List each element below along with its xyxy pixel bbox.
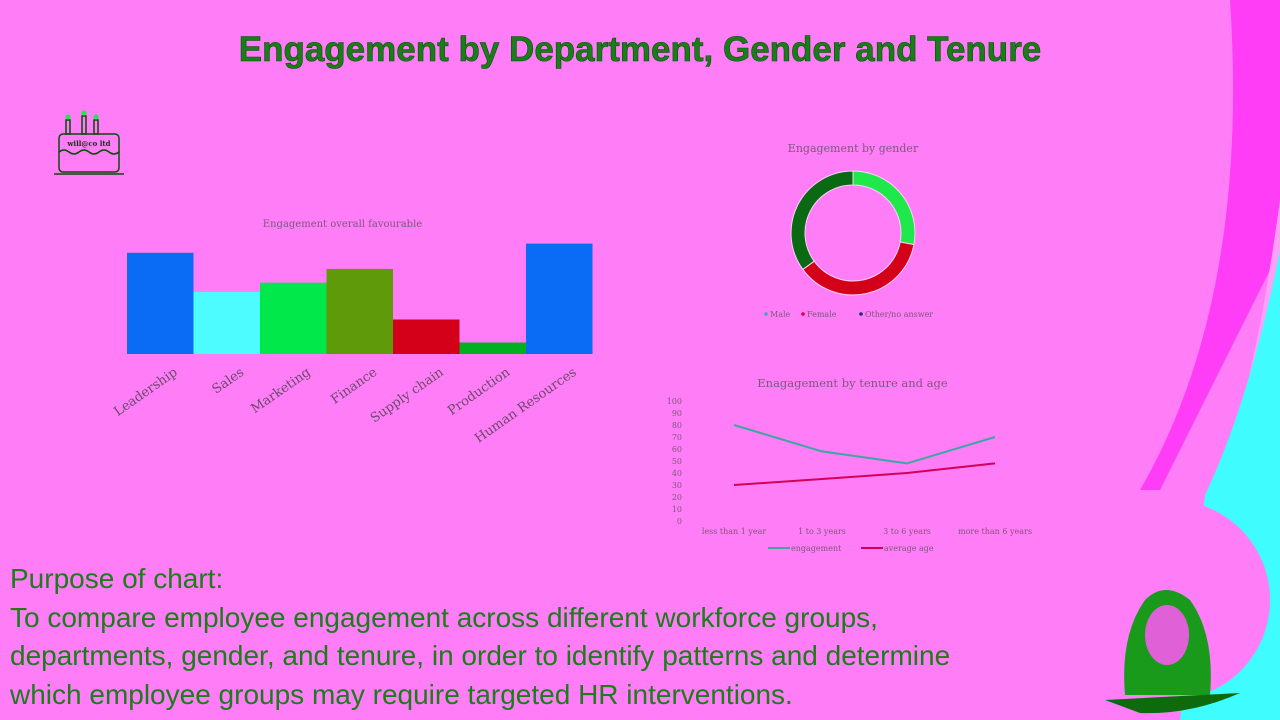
legend-label: average age [884, 544, 934, 553]
y-tick-label: 30 [672, 481, 682, 490]
y-tick-label: 70 [672, 433, 682, 442]
x-tick-label: more than 6 years [958, 527, 1032, 536]
presenter-webcam [1105, 590, 1240, 714]
line-chart-title: Enagagement by tenure and age [757, 376, 948, 390]
logo-text: will@co ltd [66, 139, 110, 148]
x-tick-label: less than 1 year [702, 527, 767, 536]
purpose-text: Purpose of chart: To compare employee en… [10, 560, 1080, 714]
bar-production [459, 342, 526, 354]
donut-slice-male [852, 170, 916, 246]
y-tick-label: 0 [677, 517, 682, 526]
y-tick-label: 80 [672, 421, 682, 430]
y-tick-label: 60 [672, 445, 682, 454]
bar-finance [326, 268, 393, 354]
legend-marker [801, 312, 805, 316]
slide-title: Engagement by Department, Gender and Ten… [238, 30, 1042, 70]
y-tick-label: 90 [672, 409, 682, 418]
bar-human-resources [526, 243, 593, 354]
line-chart: 0 10 20 30 40 50 60 70 80 90 100 less than 1 year 1 … [667, 397, 1032, 553]
legend-label: engagement [791, 544, 842, 553]
company-logo: will@co ltd [54, 110, 124, 175]
bar-marketing [260, 282, 327, 354]
legend-label: Female [807, 310, 837, 319]
y-tick-label: 10 [672, 505, 682, 514]
y-tick-label: 50 [672, 457, 682, 466]
line-series-average-age [733, 462, 996, 486]
x-tick-label: Production [445, 365, 513, 419]
donut-chart-title: Engagement by gender [787, 142, 919, 155]
purpose-line: departments, gender, and tenure, in orde… [10, 640, 951, 671]
legend-marker [859, 312, 863, 316]
purpose-line: To compare employee engagement across di… [10, 601, 878, 633]
x-tick-label: Leadership [111, 365, 180, 420]
y-tick-label: 100 [667, 397, 682, 406]
legend-label: Male [770, 310, 791, 319]
line-series-engagement [733, 424, 996, 465]
x-tick-label: Finance [328, 365, 380, 408]
purpose-line: which employee groups may require target… [10, 678, 793, 710]
purpose-heading: Purpose of chart: [10, 563, 224, 594]
y-tick-label: 40 [672, 469, 682, 478]
donut-chart: Male Female Other/no answer [764, 170, 933, 319]
legend-label: Other/no answer [865, 310, 933, 319]
legend-marker [764, 312, 768, 316]
x-tick-label: 1 to 3 years [798, 527, 846, 536]
y-tick-label: 20 [672, 493, 682, 502]
x-tick-label: Supply chain [368, 365, 447, 427]
x-tick-label: Marketing [248, 365, 313, 417]
donut-slice-female [802, 241, 915, 296]
bar-sales [193, 291, 260, 354]
bar-leadership [127, 252, 194, 354]
bar-chart-title: Engagement overall favourable [262, 219, 423, 230]
donut-slice-other-no-answer [790, 170, 854, 271]
x-tick-label: 3 to 6 years [883, 527, 931, 536]
bar-supply-chain [393, 319, 460, 354]
x-tick-label: Sales [210, 365, 247, 397]
